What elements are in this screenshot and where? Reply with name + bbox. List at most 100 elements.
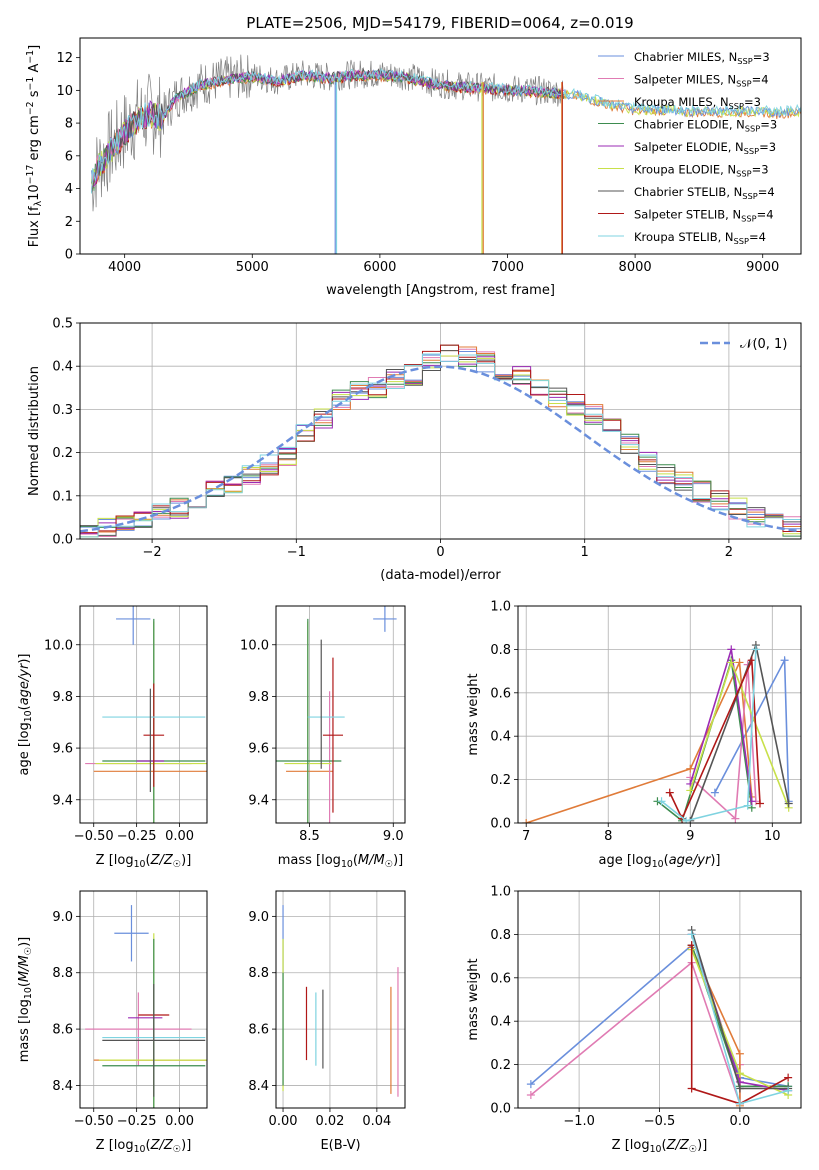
y-tick-label: 0.8 bbox=[490, 643, 511, 658]
label-part: ☉ bbox=[689, 1144, 697, 1155]
x-tick-label: 8.5 bbox=[299, 829, 320, 844]
y-tick-label: 1.0 bbox=[490, 885, 511, 900]
weight-marker bbox=[682, 816, 691, 823]
weight-marker bbox=[780, 656, 789, 665]
legend-label: Chabrier MILES, NSSP=3 bbox=[634, 50, 770, 66]
legend-label: Chabrier STELIB, NSSP=4 bbox=[634, 185, 775, 201]
y-tick-label: 8.8 bbox=[248, 966, 269, 981]
y-tick-label: 0.0 bbox=[52, 533, 73, 548]
y-tick-label: 10 bbox=[56, 84, 73, 99]
y-tick-label: 8.4 bbox=[248, 1079, 269, 1094]
x-tick-label: 5000 bbox=[236, 260, 269, 275]
weight-marker bbox=[743, 801, 752, 810]
x-tick-label: −0.5 bbox=[644, 1114, 676, 1129]
label-part: =3 bbox=[753, 50, 770, 64]
x-tick-label: 9 bbox=[686, 829, 694, 844]
label-part: SSP bbox=[741, 214, 756, 224]
y-tick-label: 9.0 bbox=[52, 910, 73, 925]
x-axis-label: (data-model)/error bbox=[380, 568, 501, 583]
label-part: mass [log bbox=[17, 999, 32, 1062]
weight-line-salpeter-stelib bbox=[669, 659, 761, 821]
label-part: s bbox=[27, 90, 42, 101]
plot-area bbox=[518, 606, 801, 823]
y-axis-label: mass weight bbox=[466, 673, 481, 755]
label-part: )] bbox=[17, 653, 32, 663]
label-part: 10 bbox=[134, 1144, 146, 1155]
y-tick-label: 9.6 bbox=[52, 742, 73, 757]
weight-line-salpeter-stelib bbox=[690, 945, 789, 1105]
x-axis-label: Z [log10(Z/Z☉)] bbox=[96, 1138, 192, 1155]
y-tick-label: 8.6 bbox=[52, 1023, 73, 1038]
label-part: )] bbox=[710, 853, 720, 868]
label-part: ☉ bbox=[173, 1144, 181, 1155]
grid-lines bbox=[276, 891, 405, 1108]
weight-line-kroupa-stelib bbox=[661, 649, 757, 822]
figure-title: PLATE=2506, MJD=54179, FIBERID=0064, z=0… bbox=[246, 14, 633, 32]
label-part: Salpeter ELODIE, N bbox=[634, 140, 744, 154]
plot-area bbox=[276, 606, 405, 823]
label-part: −17 bbox=[25, 165, 36, 185]
label-part: SSP bbox=[729, 101, 744, 111]
plot-area bbox=[518, 891, 801, 1108]
label-part: Z [log bbox=[612, 1138, 650, 1153]
y-tick-label: 0 bbox=[65, 248, 73, 263]
y-axis-label: Normed distribution bbox=[27, 366, 42, 496]
y-axis-label: mass weight bbox=[466, 958, 481, 1040]
grid-lines bbox=[80, 891, 207, 1108]
y-tick-label: 0.4 bbox=[490, 730, 511, 745]
x-axis-label: mass [log10(M/M☉)] bbox=[278, 853, 404, 870]
label-part: =3 bbox=[759, 140, 776, 154]
legend-label: Salpeter STELIB, NSSP=4 bbox=[634, 208, 774, 224]
weight-marker bbox=[735, 1084, 744, 1093]
label-part: mass [log bbox=[278, 853, 341, 868]
axes-mass-vs-EBV: 0.00 0.02 0.04 8.4 8.6 8.8 9.0 E(B-V) bbox=[248, 890, 406, 1153]
y-tick-label: 9.0 bbox=[248, 910, 269, 925]
label-part: =3 bbox=[744, 95, 761, 109]
label-part: =3 bbox=[760, 118, 777, 132]
weight-marker bbox=[710, 788, 719, 797]
x-tick-label: 6000 bbox=[363, 260, 396, 275]
label-part: ☉ bbox=[173, 859, 181, 870]
label-part: Kroupa MILES, N bbox=[634, 95, 729, 109]
label-part: age/yr bbox=[17, 662, 32, 705]
label-part: −1 bbox=[25, 50, 36, 64]
label-part: E(B-V) bbox=[320, 1138, 360, 1153]
model-line-chabrier-miles bbox=[91, 69, 801, 183]
axes-age-vs-Z: −0.50 −0.25 0.009.49.69.810.0Z [log10(Z/Z☉… bbox=[17, 605, 208, 870]
x-tick-label: 0.00 bbox=[165, 1114, 194, 1129]
x-tick-label: 0.04 bbox=[362, 1114, 391, 1129]
x-tick-label: 0.00 bbox=[165, 829, 194, 844]
label-part: ] bbox=[27, 45, 42, 50]
weight-marker bbox=[687, 930, 696, 939]
x-tick-label: 0.02 bbox=[315, 1114, 344, 1129]
legend-label: Salpeter ELODIE, NSSP=3 bbox=[634, 140, 776, 156]
label-part: )] bbox=[181, 853, 191, 868]
legend-label: Kroupa STELIB, NSSP=4 bbox=[634, 230, 766, 246]
label-part: Flux [f bbox=[27, 206, 42, 247]
y-tick-label: 9.6 bbox=[248, 742, 269, 757]
label-part: M/M bbox=[358, 853, 385, 868]
y-tick-label: 0.6 bbox=[490, 686, 511, 701]
label-part: age [log bbox=[17, 722, 32, 775]
axes-spectrum: 4000 5000 6000 7000 8000 9000 0 2 4 6 8 10 12 wavelen… bbox=[25, 37, 802, 298]
y-tick-label: 8.4 bbox=[52, 1079, 73, 1094]
axes-age-vs-mass: 8.5 9.0 9.4 9.6 9.8 10.0 mass [log10(M/M☉)] bbox=[240, 605, 406, 870]
label-part: =3 bbox=[752, 163, 769, 177]
label-part: λ bbox=[33, 200, 44, 206]
legend-label: 𝒩(0, 1) bbox=[740, 337, 787, 352]
x-tick-label: 9000 bbox=[746, 260, 779, 275]
x-tick-label: 9.0 bbox=[383, 829, 404, 844]
label-part: 10 bbox=[652, 859, 664, 870]
y-tick-label: 1.0 bbox=[490, 600, 511, 615]
y-tick-label: 10.0 bbox=[44, 638, 73, 653]
y-tick-label: 0.8 bbox=[490, 928, 511, 943]
label-part: ( bbox=[146, 853, 151, 868]
label-part: =4 bbox=[752, 73, 769, 87]
weight-marker bbox=[735, 658, 744, 667]
grid-lines bbox=[276, 606, 405, 823]
x-tick-label: 2 bbox=[725, 545, 733, 560]
label-part: 10 bbox=[23, 987, 34, 999]
x-axis-label: Z [log10(Z/Z☉)] bbox=[612, 1138, 708, 1155]
x-tick-label: −2 bbox=[143, 545, 162, 560]
